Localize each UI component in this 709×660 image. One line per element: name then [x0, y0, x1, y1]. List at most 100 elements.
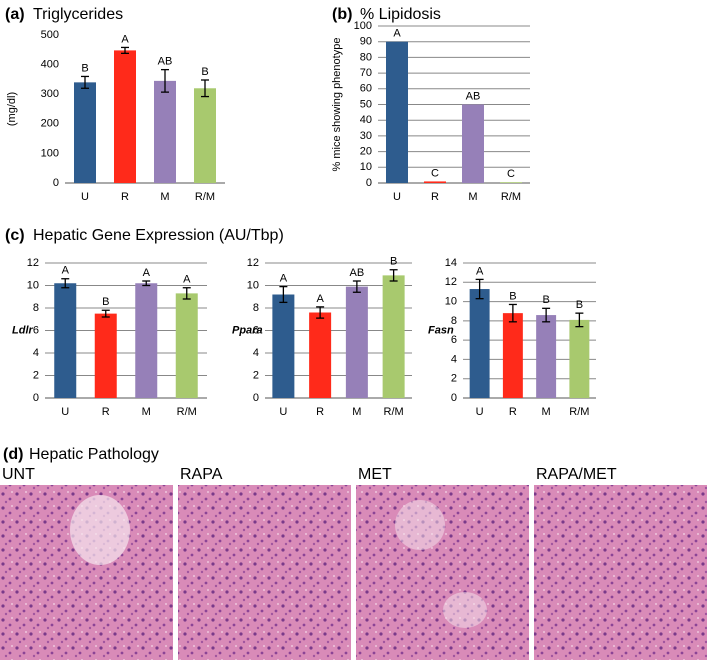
x-tick-label: R: [316, 406, 324, 418]
y-tick-label: 10: [247, 279, 259, 291]
significance-letter: A: [143, 267, 151, 279]
bar: [154, 80, 176, 183]
significance-letter: B: [81, 62, 88, 74]
error-bar: [508, 303, 517, 323]
y-tick-label: 30: [360, 130, 372, 142]
significance-letter: A: [121, 33, 129, 45]
micrograph-label: RAPA/MET: [536, 466, 617, 483]
y-tick-label: 0: [451, 392, 457, 404]
y-tick-label: 4: [33, 347, 39, 359]
y-tick-label: 500: [41, 29, 59, 41]
y-tick-label: 100: [41, 147, 59, 159]
y-tick-label: 70: [360, 67, 372, 79]
y-tick-label: 0: [53, 177, 59, 189]
significance-letter: B: [390, 256, 397, 268]
bar: [74, 82, 96, 183]
significance-letter: B: [102, 296, 109, 308]
panel-c-label: (c): [5, 227, 25, 244]
micrograph-label: UNT: [2, 466, 35, 483]
y-tick-label: 6: [253, 324, 259, 336]
panel-a-title: Triglycerides: [33, 6, 123, 23]
bar: [175, 293, 198, 398]
y-tick-label: 12: [27, 257, 39, 269]
error-bar: [279, 285, 288, 304]
x-tick-label: M: [468, 191, 477, 203]
bar: [536, 315, 557, 398]
significance-letter: B: [509, 290, 516, 302]
x-tick-label: R: [121, 191, 129, 203]
x-tick-label: R/M: [384, 406, 404, 418]
y-tick-label: 0: [33, 392, 39, 404]
significance-letter: B: [542, 294, 549, 306]
error-bar: [352, 280, 361, 293]
significance-letter: C: [507, 168, 515, 180]
y-tick-label: 100: [354, 20, 372, 32]
x-tick-label: M: [142, 406, 151, 418]
y-tick-label: 12: [247, 257, 259, 269]
x-tick-label: R: [509, 406, 517, 418]
micrograph: [356, 485, 529, 660]
x-tick-label: U: [81, 191, 89, 203]
error-bar: [475, 278, 484, 300]
y-tick-label: 8: [33, 302, 39, 314]
significance-letter: B: [201, 66, 208, 78]
x-tick-label: R/M: [177, 406, 197, 418]
error-bar: [142, 280, 151, 287]
bar: [462, 104, 484, 183]
significance-letter: AB: [350, 267, 365, 279]
lipid-vacuoles: [395, 500, 445, 550]
bar: [386, 41, 408, 184]
y-tick-label: 80: [360, 51, 372, 63]
micrograph: [534, 485, 707, 660]
panel-b-title: % Lipidosis: [360, 6, 441, 23]
bar: [382, 275, 405, 398]
significance-letter: A: [476, 265, 484, 277]
bar: [345, 286, 368, 398]
x-tick-label: M: [160, 191, 169, 203]
x-tick-label: R/M: [501, 191, 521, 203]
x-tick-label: R/M: [195, 191, 215, 203]
significance-letter: B: [576, 299, 583, 311]
y-axis-label: Fasn: [428, 324, 454, 336]
significance-letter: A: [62, 265, 70, 277]
y-axis-label: (mg/dl): [6, 92, 18, 126]
error-bar: [389, 269, 398, 282]
bar: [500, 182, 522, 183]
y-tick-label: 8: [253, 302, 259, 314]
error-bar: [161, 68, 169, 93]
y-tick-label: 90: [360, 36, 372, 48]
y-tick-label: 2: [253, 369, 259, 381]
lipid-vacuoles: [70, 495, 130, 565]
significance-letter: AB: [466, 90, 481, 102]
error-bar: [316, 306, 325, 319]
error-bar: [61, 278, 70, 289]
bar: [114, 50, 136, 183]
panel-b-label: (b): [332, 6, 352, 23]
error-bar: [542, 307, 551, 323]
bar: [502, 313, 523, 398]
x-tick-label: M: [542, 406, 551, 418]
x-tick-label: R/M: [569, 406, 589, 418]
y-tick-label: 14: [445, 257, 457, 269]
y-tick-label: 4: [253, 347, 259, 359]
y-axis-label: Ldlr: [12, 324, 33, 336]
panel-d-label: (d): [3, 446, 23, 463]
bar: [424, 181, 446, 183]
y-tick-label: 200: [41, 118, 59, 130]
significance-letter: A: [393, 28, 401, 40]
x-tick-label: U: [279, 406, 287, 418]
significance-letter: A: [280, 273, 288, 285]
y-tick-label: 8: [451, 315, 457, 327]
y-tick-label: 0: [366, 177, 372, 189]
y-tick-label: 10: [445, 295, 457, 307]
x-tick-label: R: [102, 406, 110, 418]
y-tick-label: 400: [41, 59, 59, 71]
y-axis-label: Ppara: [232, 324, 263, 336]
x-tick-label: U: [476, 406, 484, 418]
y-axis-label: % mice showing phenotype: [331, 38, 343, 172]
error-bar: [121, 46, 129, 55]
error-bar: [101, 309, 110, 318]
significance-letter: AB: [158, 56, 173, 68]
y-tick-label: 20: [360, 146, 372, 158]
